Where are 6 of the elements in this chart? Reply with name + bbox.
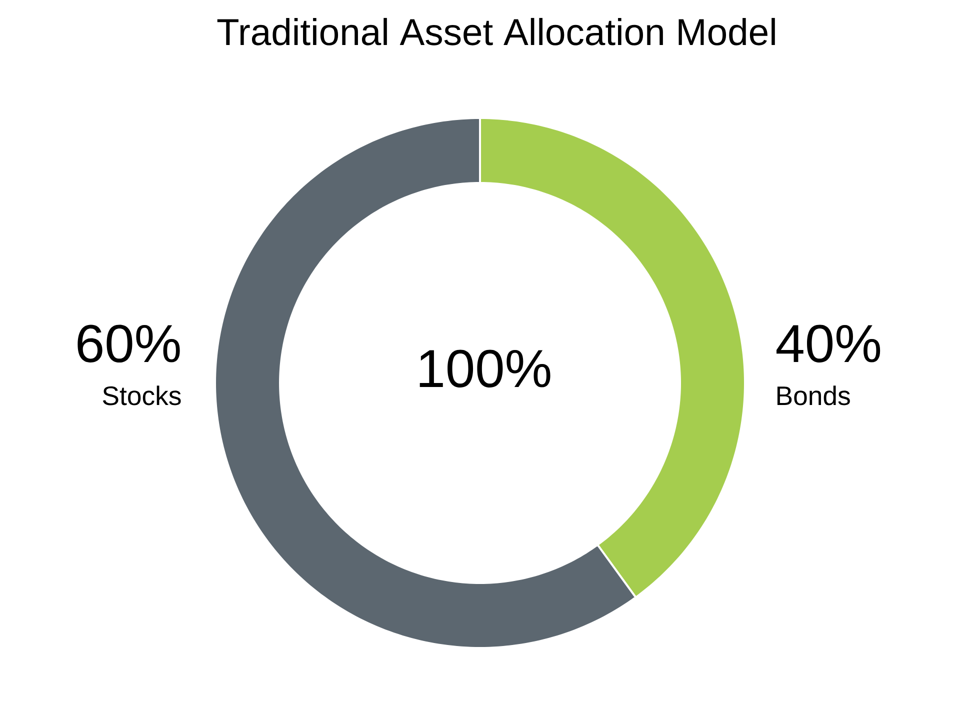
data-label: 60% <box>78 324 180 363</box>
data-label: 40% <box>776 324 880 363</box>
chart-title: Traditional Asset Allocation Model <box>217 18 775 46</box>
slice-label: Stocks <box>102 386 181 406</box>
slice-label: Bonds <box>777 386 850 406</box>
text: 100% <box>420 350 550 388</box>
